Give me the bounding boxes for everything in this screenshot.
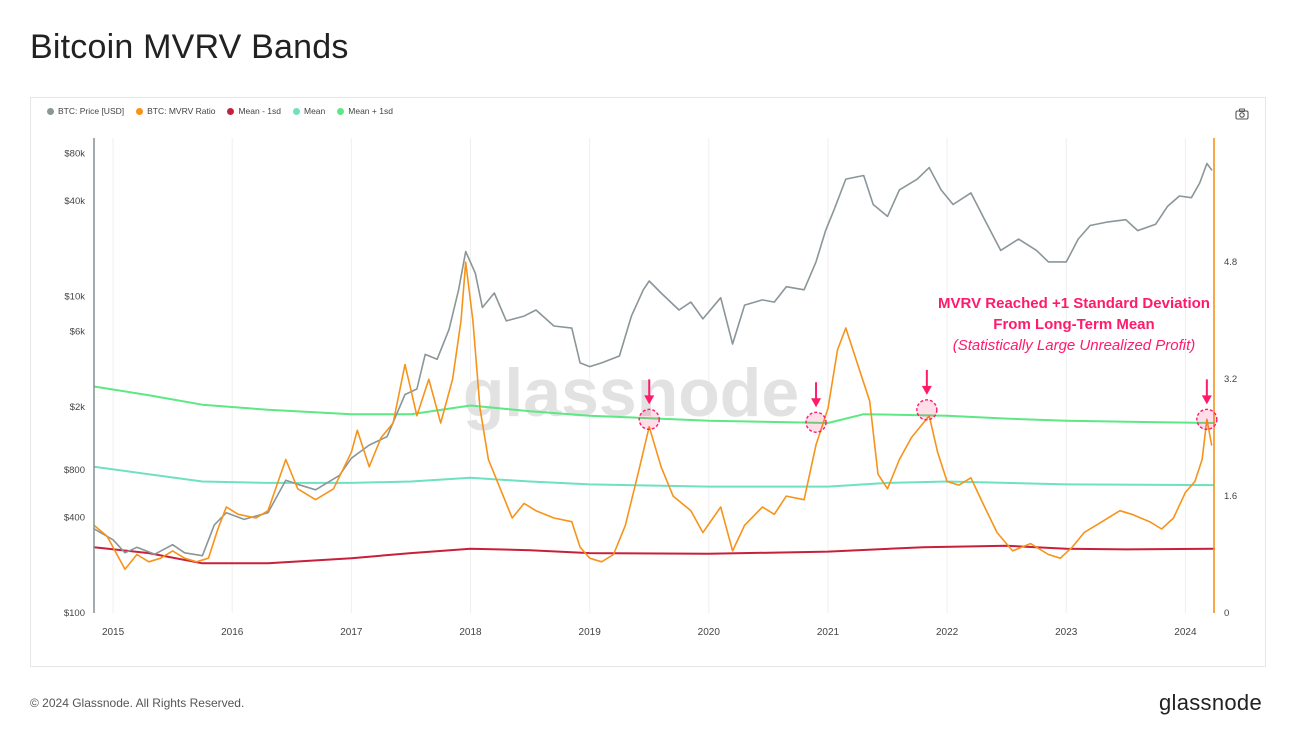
annotation-marker-circle xyxy=(1196,408,1218,431)
legend-label: BTC: Price [USD] xyxy=(58,106,125,116)
footer-logo: glassnode xyxy=(1159,690,1262,715)
y-right-tick-label: 1.6 xyxy=(1224,491,1237,502)
chart-plot: glassnode 2015 2016 2017 2018 2019 2020 2021 20… xyxy=(64,138,1237,638)
y-left-tick-label: $100 xyxy=(64,608,85,619)
y-left-tick-label: $10k xyxy=(64,291,85,302)
legend-item-mean-plus-1sd[interactable]: Mean + 1sd xyxy=(337,106,393,116)
legend-dot-icon xyxy=(293,107,300,115)
chart-legend: BTC: Price [USD] BTC: MVRV Ratio Mean - … xyxy=(47,106,393,116)
legend-item-mvrv[interactable]: BTC: MVRV Ratio xyxy=(136,106,215,116)
annotation-marker-circle xyxy=(805,411,827,433)
y-left-tick-label: $800 xyxy=(64,465,85,476)
legend-label: Mean - 1sd xyxy=(238,106,281,116)
legend-label: Mean xyxy=(304,106,326,116)
x-tick-label: 2017 xyxy=(340,627,363,638)
annotation-line-2: From Long-Term Mean xyxy=(993,316,1154,333)
camera-icon[interactable] xyxy=(1235,108,1249,120)
x-tick-label: 2020 xyxy=(698,627,721,638)
series-line-mean xyxy=(93,465,1215,488)
annotation-line-3: (Statistically Large Unrealized Profit) xyxy=(953,337,1196,354)
page-title: Bitcoin MVRV Bands xyxy=(30,28,349,66)
y-left-tick-label: $6k xyxy=(70,326,86,337)
series-line-mean-1sd xyxy=(93,544,1215,565)
annotation-arrowhead-icon xyxy=(921,385,932,395)
x-tick-label: 2016 xyxy=(221,627,244,638)
legend-dot-icon xyxy=(227,107,235,115)
y-left-tick-label: $400 xyxy=(64,513,85,524)
series-line-btc-price-usd xyxy=(93,162,1213,557)
series-line-btc-mvrv-ratio xyxy=(93,261,1213,571)
y-right-tick-label: 4.8 xyxy=(1224,257,1237,268)
x-tick-label: 2022 xyxy=(936,627,959,638)
annotation-marker-circle xyxy=(916,399,938,421)
footer-copyright: © 2024 Glassnode. All Rights Reserved. xyxy=(30,696,245,710)
annotation-arrowhead-icon xyxy=(644,395,655,405)
annotation-line-1: MVRV Reached +1 Standard Deviation xyxy=(938,295,1210,312)
legend-dot-icon xyxy=(47,107,54,115)
chart-card: BTC: Price [USD] BTC: MVRV Ratio Mean - … xyxy=(30,97,1266,667)
annotation-arrowhead-icon xyxy=(811,398,822,408)
series-line-mean-1sd xyxy=(93,385,1215,424)
x-tick-label: 2024 xyxy=(1174,627,1197,638)
annotation-marker-circle xyxy=(638,408,660,431)
legend-item-price[interactable]: BTC: Price [USD] xyxy=(47,106,124,116)
legend-label: Mean + 1sd xyxy=(348,106,393,116)
annotation-arrowhead-icon xyxy=(1201,395,1212,405)
legend-dot-icon xyxy=(136,107,144,115)
x-tick-label: 2015 xyxy=(102,627,125,638)
legend-item-mean-minus-1sd[interactable]: Mean - 1sd xyxy=(227,106,281,116)
x-tick-label: 2018 xyxy=(459,627,482,638)
y-left-tick-label: $40k xyxy=(64,196,85,207)
watermark: glassnode xyxy=(463,355,799,431)
legend-dot-icon xyxy=(337,107,345,115)
x-tick-label: 2021 xyxy=(817,627,840,638)
y-left-tick-label: $80k xyxy=(64,148,85,159)
x-tick-label: 2023 xyxy=(1055,627,1078,638)
y-right-tick-label: 0 xyxy=(1224,608,1229,619)
legend-item-mean[interactable]: Mean xyxy=(293,106,325,116)
y-right-tick-label: 3.2 xyxy=(1224,374,1237,385)
y-left-tick-label: $2k xyxy=(70,402,86,413)
legend-label: BTC: MVRV Ratio xyxy=(147,106,216,116)
x-tick-label: 2019 xyxy=(579,627,602,638)
